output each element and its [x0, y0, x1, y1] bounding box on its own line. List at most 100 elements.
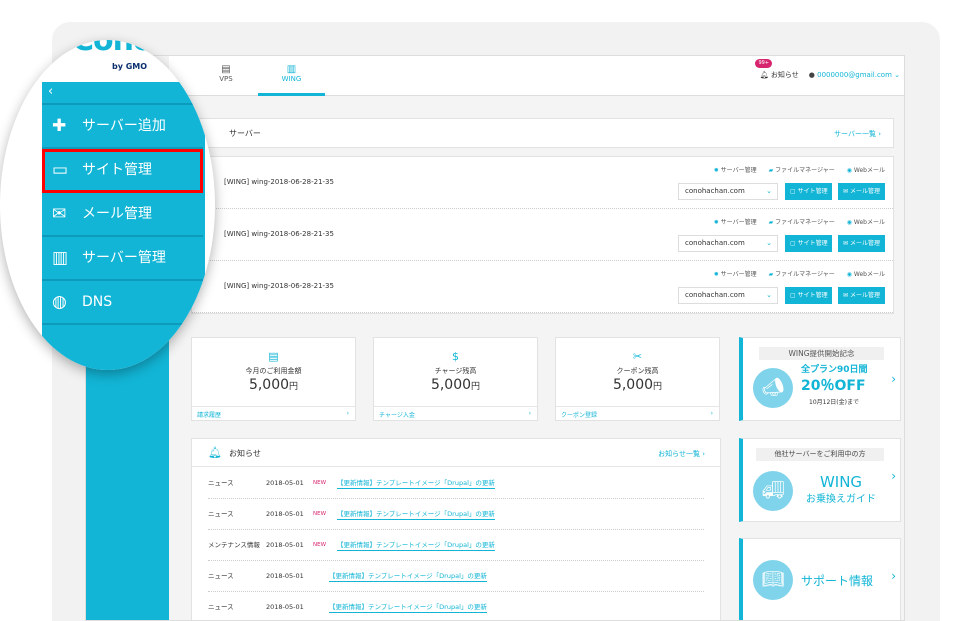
- file-manager-link[interactable]: ▰ ファイルマネージャー: [769, 217, 835, 226]
- tab-wing[interactable]: ▥ WING: [258, 64, 325, 96]
- link-text: お知らせ一覧: [658, 450, 700, 458]
- gear-icon: ✹: [713, 219, 719, 226]
- domain-select[interactable]: conohachan.com ⌄: [678, 235, 778, 252]
- support-banner[interactable]: 📖︎ サポート情報 ›: [739, 538, 901, 620]
- balance-card: $ チャージ残高 5,000円 チャージ入金 ›: [373, 337, 538, 421]
- folder-icon: ▰: [768, 219, 774, 226]
- link-text: サーバー管理: [720, 219, 757, 226]
- notice-title-link[interactable]: 【更新情報】テンプレートイメージ「Drupal」の更新: [329, 572, 487, 582]
- card-value: 5,000: [612, 377, 654, 393]
- sidebar-item[interactable]: ▭ サイト管理: [42, 149, 203, 193]
- window-icon: ▭: [52, 160, 69, 180]
- card-link[interactable]: クーポン登録 ›: [556, 406, 719, 420]
- servers-title: サーバー: [229, 129, 261, 138]
- notice-count-badge: 99+: [755, 59, 772, 68]
- campaign-line1: 全プラン90日間: [801, 365, 868, 375]
- server-manage-link[interactable]: ✹ サーバー管理: [714, 217, 757, 226]
- notice-item: メンテナンス情報 2018-05-01 NEW 【更新情報】テンプレートイメージ…: [208, 530, 704, 561]
- card-link[interactable]: 請求履歴 ›: [192, 406, 355, 420]
- site-manage-button[interactable]: ▢ サイト管理: [785, 287, 832, 304]
- chevron-right-icon: ›: [710, 410, 713, 417]
- webmail-link[interactable]: ◉ Webメール: [847, 217, 885, 226]
- sidebar-item[interactable]: ✚ サーバー追加: [42, 105, 203, 149]
- card-label: 今月のご利用金額: [245, 367, 302, 375]
- receipt-icon: ▤: [268, 350, 279, 363]
- card-unit: 円: [471, 382, 481, 392]
- button-label: メール管理: [849, 240, 880, 247]
- gmo-logo: by GMO: [112, 62, 148, 71]
- window-icon: ▢: [790, 188, 796, 195]
- notice-item: ニュース 2018-05-01 【更新情報】テンプレートイメージ「Drupal」…: [208, 561, 704, 592]
- notice-title-link[interactable]: 【更新情報】テンプレートイメージ「Drupal」の更新: [337, 479, 495, 489]
- coupon-icon: ✂: [632, 350, 643, 363]
- webmail-link[interactable]: ◉ Webメール: [847, 269, 885, 278]
- server-list-link[interactable]: サーバー一覧 ›: [834, 130, 881, 138]
- notice-title-link[interactable]: 【更新情報】テンプレートイメージ「Drupal」の更新: [329, 603, 487, 613]
- balance-card: ✂ クーポン残高 5,000円 クーポン登録 ›: [555, 337, 720, 421]
- dollar-icon: $: [452, 350, 459, 363]
- bell-icon: 🔔︎: [759, 71, 769, 79]
- server-icon: ▤: [221, 64, 231, 75]
- link-text: Webメール: [853, 271, 885, 278]
- chevron-right-icon: ›: [891, 372, 896, 386]
- mail-icon: ✉: [843, 292, 849, 299]
- bell-icon: 🔔︎: [208, 446, 222, 459]
- card-link[interactable]: チャージ入金 ›: [374, 406, 537, 420]
- truck-icon: 🚚︎: [753, 471, 793, 511]
- link-text: Webメール: [853, 167, 885, 174]
- site-manage-button[interactable]: ▢ サイト管理: [785, 183, 832, 200]
- card-value: 5,000: [248, 377, 290, 393]
- chevron-down-icon: ⌄: [766, 187, 772, 195]
- folder-icon: ▰: [768, 167, 774, 174]
- domain-select[interactable]: conohachan.com ⌄: [678, 287, 778, 304]
- notice-list-link[interactable]: お知らせ一覧 ›: [658, 450, 705, 458]
- link-text: サーバー管理: [720, 271, 757, 278]
- webmail-icon: ◉: [846, 219, 852, 226]
- migration-guide-banner[interactable]: 他社サーバーをご利用中の方 🚚︎ WING お乗換えガイド ›: [739, 438, 901, 522]
- tab-label: WING: [281, 75, 302, 83]
- book-icon: 📖︎: [753, 560, 793, 600]
- campaign-heading: WING提供開始記念: [759, 347, 884, 360]
- link-text: ファイルマネージャー: [775, 167, 835, 174]
- top-header: ▤ VPS ▥ WING 99+ 🔔︎ お知らせ ● 0000000@gmail.c…: [169, 56, 904, 96]
- notice-date: 2018-05-01: [266, 541, 304, 549]
- globe-icon: ◍: [52, 292, 67, 312]
- file-manager-link[interactable]: ▰ ファイルマネージャー: [769, 269, 835, 278]
- mail-manage-button[interactable]: ✉ メール管理: [838, 287, 885, 304]
- domain-select[interactable]: conohachan.com ⌄: [678, 183, 778, 200]
- notice-date: 2018-05-01: [266, 510, 304, 518]
- notice-title-link[interactable]: 【更新情報】テンプレートイメージ「Drupal」の更新: [337, 510, 495, 520]
- sidebar-item[interactable]: ✉ メール管理: [42, 193, 203, 237]
- notices-link[interactable]: 🔔︎ お知らせ: [760, 70, 799, 80]
- link-text: サーバー管理: [720, 167, 757, 174]
- mail-manage-button[interactable]: ✉ メール管理: [838, 183, 885, 200]
- conoha-logo: ConoHa: [72, 40, 197, 58]
- webmail-link[interactable]: ◉ Webメール: [847, 165, 885, 174]
- sidebar-item-label: DNS: [82, 294, 113, 310]
- notice-category: ニュース: [208, 479, 234, 487]
- sidebar-item[interactable]: ▥ サーバー管理: [42, 237, 203, 281]
- new-badge: NEW: [313, 480, 327, 486]
- selected-domain: conohachan.com: [685, 187, 745, 195]
- balance-card: ▤ 今月のご利用金額 5,000円 請求履歴 ›: [191, 337, 356, 421]
- server-manage-link[interactable]: ✹ サーバー管理: [714, 269, 757, 278]
- campaign-banner[interactable]: WING提供開始記念 📣︎ 全プラン90日間 20％OFF 10月12日(金)ま…: [739, 337, 901, 421]
- servers-header: サーバー サーバー一覧 ›: [191, 118, 894, 148]
- link-text: 請求履歴: [197, 412, 222, 419]
- sidebar-item[interactable]: ◍ DNS: [42, 281, 203, 325]
- notice-date: 2018-05-01: [266, 572, 304, 580]
- new-badge: NEW: [313, 511, 327, 517]
- button-label: メール管理: [849, 292, 880, 299]
- file-manager-link[interactable]: ▰ ファイルマネージャー: [769, 165, 835, 174]
- chevron-right-icon: ›: [346, 410, 349, 417]
- mail-manage-button[interactable]: ✉ メール管理: [838, 235, 885, 252]
- collapse-sidebar-button[interactable]: ‹: [42, 82, 203, 105]
- gear-icon: ✹: [713, 167, 719, 174]
- server-manage-link[interactable]: ✹ サーバー管理: [714, 165, 757, 174]
- notice-title-link[interactable]: 【更新情報】テンプレートイメージ「Drupal」の更新: [337, 541, 495, 551]
- support-label: サポート情報: [801, 574, 874, 588]
- tab-vps[interactable]: ▤ VPS: [211, 64, 241, 83]
- site-manage-button[interactable]: ▢ サイト管理: [785, 235, 832, 252]
- notice-item: ニュース 2018-05-01 NEW 【更新情報】テンプレートイメージ「Dru…: [208, 499, 704, 530]
- account-menu[interactable]: ● 0000000@gmail.com ⌄: [808, 71, 900, 79]
